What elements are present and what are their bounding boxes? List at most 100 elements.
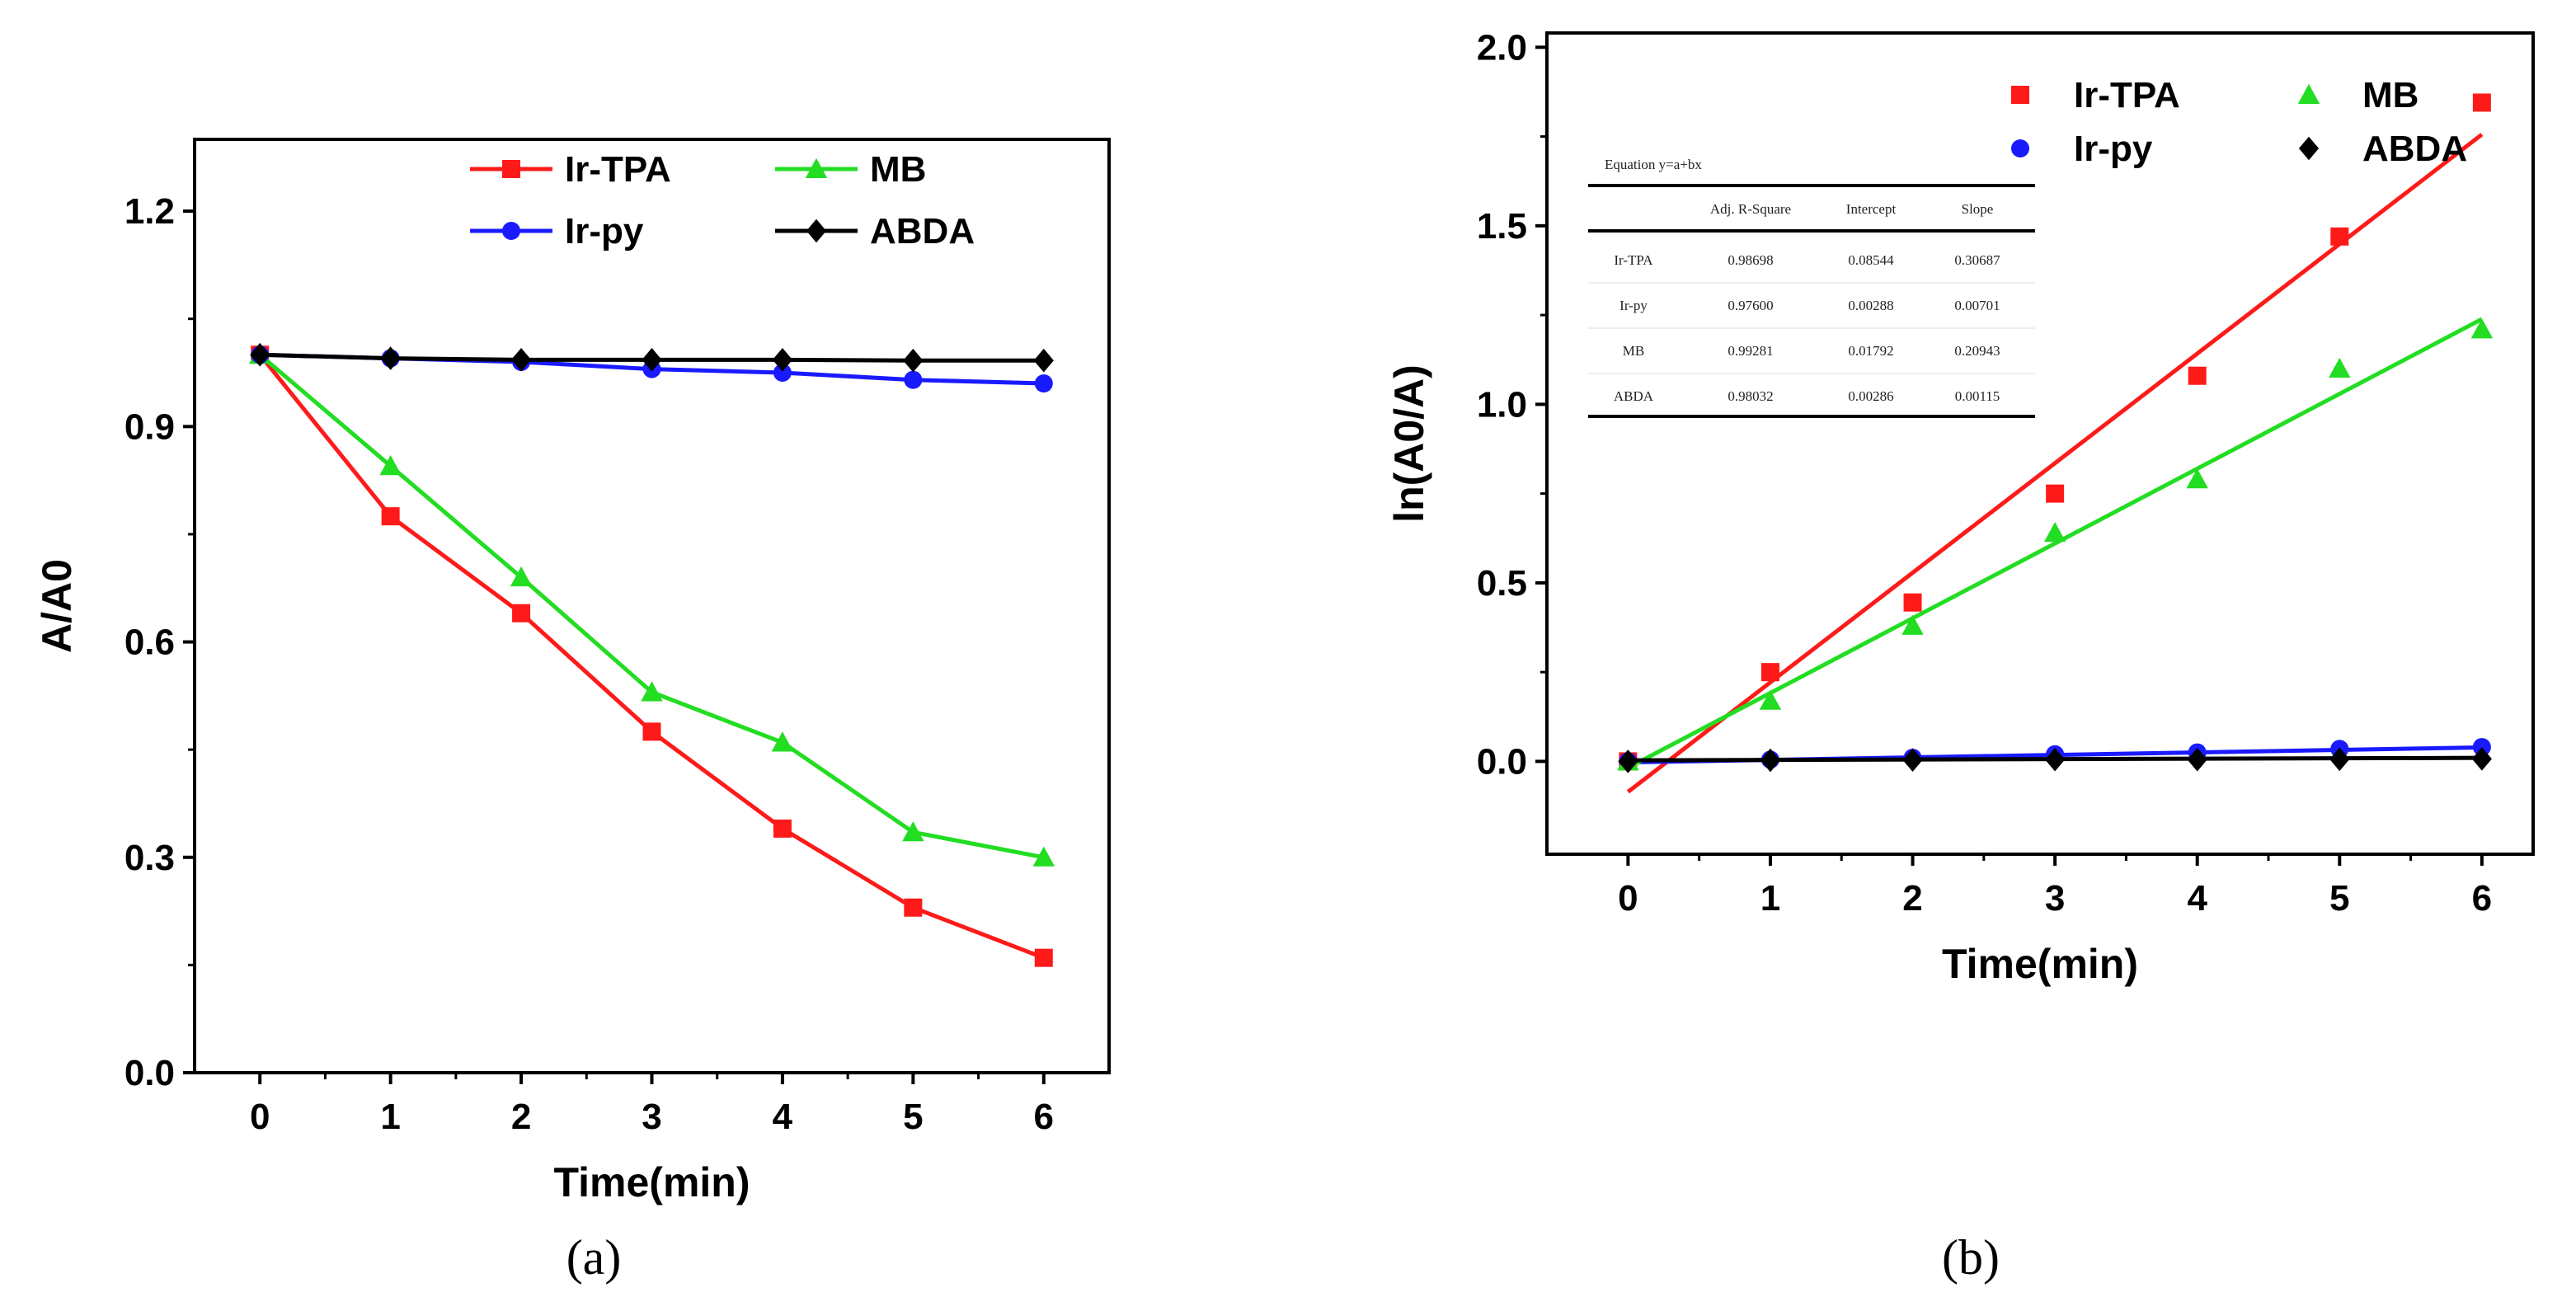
plot-frame <box>193 138 1111 1074</box>
x-tick-label: 4 <box>2187 878 2207 919</box>
data-point <box>904 370 923 389</box>
x-tick-label: 0 <box>1618 878 1638 919</box>
legend-label: ABDA <box>870 211 975 251</box>
legend-label: ABDA <box>2362 129 2467 169</box>
fit-table: Equation y=a+bx Adj. R-Square Intercept Slo… <box>1588 157 2035 418</box>
data-point <box>642 348 662 372</box>
legend-marker <box>502 222 520 240</box>
legend-label: MB <box>870 149 926 190</box>
data-point <box>903 348 924 373</box>
data-point <box>902 821 924 842</box>
y-axis-label: ln(A0/A) <box>1386 364 1432 523</box>
x-tick-label: 1 <box>1760 878 1780 919</box>
data-point <box>2472 93 2491 112</box>
x-tick-label: 3 <box>642 1097 661 1137</box>
fit-line <box>1627 317 2484 770</box>
data-point <box>380 346 401 370</box>
x-tick-label: 4 <box>773 1097 793 1137</box>
series-mb <box>1617 317 2494 771</box>
y-tick-label: 2.0 <box>1477 27 1527 68</box>
x-tick-label: 6 <box>1034 1097 1054 1137</box>
x-tick-label: 2 <box>1902 878 1922 919</box>
table-header: Intercept <box>1846 201 1897 217</box>
data-point <box>381 507 400 526</box>
data-point <box>2330 227 2349 246</box>
data-point <box>773 364 792 382</box>
table-cell: 0.08544 <box>1848 252 1894 268</box>
data-point <box>1901 614 1924 635</box>
data-point <box>904 898 923 917</box>
legend-label: Ir-py <box>565 211 644 251</box>
data-point <box>773 819 792 838</box>
legend-marker <box>2297 83 2320 104</box>
data-point <box>250 342 270 367</box>
legend-label: MB <box>2362 75 2419 115</box>
x-tick-label: 1 <box>380 1097 400 1137</box>
x-tick-label: 2 <box>511 1097 531 1137</box>
series-ir-tpa <box>251 345 1053 967</box>
data-point <box>1034 374 1053 393</box>
data-point <box>2046 484 2065 503</box>
plot-frame <box>1545 31 2535 856</box>
data-point <box>1759 689 1782 710</box>
table-cell: 0.20943 <box>1954 343 2000 359</box>
legend-marker <box>2011 139 2029 157</box>
x-tick-label: 5 <box>2329 878 2349 919</box>
table-cell: 0.97600 <box>1728 298 1773 313</box>
panel-a-chart: 0 1 2 3 4 5 6 0.0 0.3 0.6 0.9 1.2 Time(min) A/A0 Ir-TP… <box>34 138 1111 1205</box>
table-cell: Ir-TPA <box>1614 252 1653 268</box>
panel-b-chart: 0 1 2 3 4 5 6 0.0 0.5 1.0 1.5 2.0 Time(min) ln(A0/A) I… <box>1386 27 2535 987</box>
data-point <box>2188 366 2207 385</box>
y-tick-label: 0.3 <box>125 838 175 878</box>
data-point <box>2329 357 2351 378</box>
table-cell: 0.98698 <box>1728 252 1773 268</box>
y-tick-label: 1.5 <box>1477 206 1527 247</box>
data-point <box>1903 593 1922 612</box>
legend-label: Ir-TPA <box>565 149 671 190</box>
table-cell: ABDA <box>1614 388 1654 404</box>
data-point <box>510 566 533 587</box>
data-point <box>1618 749 1638 773</box>
data-point <box>1902 748 1923 772</box>
data-point <box>2045 747 2066 772</box>
x-axis-label: Time(min) <box>554 1159 750 1205</box>
data-point <box>772 348 793 372</box>
table-cell: 0.01792 <box>1848 343 1893 359</box>
legend: Ir-TPA Ir-py MB ABDA <box>2011 75 2467 169</box>
y-axis-label: A/A0 <box>34 559 80 653</box>
table-cell: 0.98032 <box>1728 388 1773 404</box>
x-tick-label: 0 <box>250 1097 270 1137</box>
table-cell: 0.30687 <box>1954 252 2000 268</box>
panel-a-caption: (a) <box>566 1230 622 1285</box>
data-point <box>510 348 532 372</box>
table-cell: 0.00288 <box>1848 298 1893 313</box>
x-axis-label: Time(min) <box>1942 941 2138 987</box>
legend-marker <box>2011 86 2029 104</box>
y-tick-label: 0.6 <box>125 623 175 663</box>
panel-b-caption: (b) <box>1942 1230 2000 1285</box>
table-header: Adj. R-Square <box>1710 201 1791 217</box>
y-tick-label: 0.0 <box>125 1053 175 1093</box>
data-point <box>1032 846 1055 867</box>
data-point <box>2043 522 2066 543</box>
series-line <box>258 353 1045 860</box>
legend-label: Ir-py <box>2074 129 2153 169</box>
series-mb <box>249 344 1055 867</box>
data-point <box>1760 663 1779 682</box>
data-point <box>379 455 402 476</box>
data-point <box>641 681 663 702</box>
table-cell: Ir-py <box>1619 298 1648 313</box>
y-tick-label: 0.9 <box>125 406 175 447</box>
y-tick-label: 1.2 <box>125 191 175 232</box>
table-cell: MB <box>1623 343 1644 359</box>
data-point <box>2187 747 2207 772</box>
table-cell: 0.00115 <box>1955 388 2000 404</box>
table-cell: 0.99281 <box>1728 343 1773 359</box>
legend-label: Ir-TPA <box>2074 75 2180 115</box>
data-point <box>2329 747 2350 772</box>
legend: Ir-TPA MB Ir-py ABDA <box>470 149 975 251</box>
table-header: Slope <box>1962 201 1994 217</box>
x-tick-label: 5 <box>903 1097 923 1137</box>
series-line <box>258 353 1045 961</box>
data-point <box>1033 348 1054 373</box>
